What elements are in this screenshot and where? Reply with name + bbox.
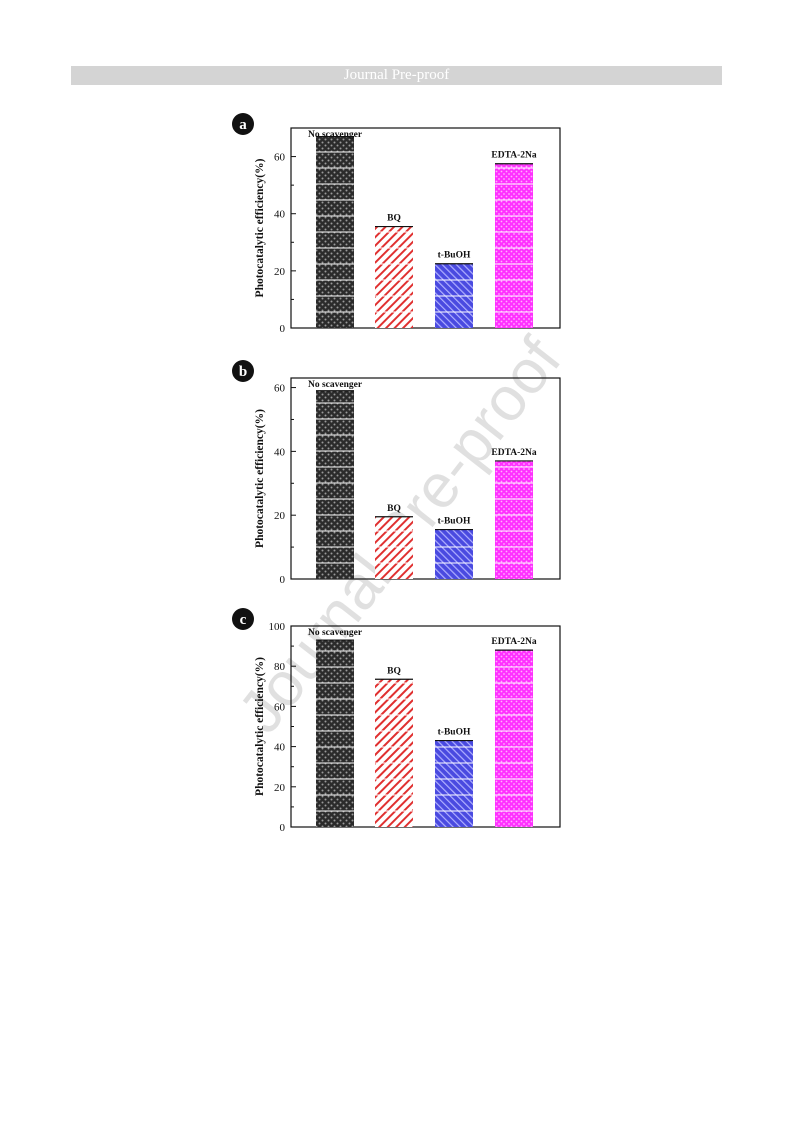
journal-header-text: Journal Pre-proof xyxy=(343,67,450,83)
bar-category-label: No scavenger xyxy=(308,130,363,140)
bar-no-scavenger xyxy=(316,390,354,579)
y-tick-label: 60 xyxy=(274,383,286,395)
plot-frame xyxy=(290,127,561,329)
bar-bq xyxy=(375,516,413,579)
bar-category-label: BQ xyxy=(387,214,401,224)
y-tick-label: 0 xyxy=(280,323,286,335)
bar-category-label: EDTA-2Na xyxy=(491,637,536,647)
y-tick-label: 80 xyxy=(274,661,286,673)
bar-category-label: EDTA-2Na xyxy=(491,448,536,458)
y-tick-label: 0 xyxy=(280,822,286,834)
y-tick-label: 20 xyxy=(274,782,286,794)
bar-edta-2na xyxy=(495,460,533,579)
bar-bq xyxy=(375,679,413,827)
y-tick-label: 60 xyxy=(274,701,286,713)
y-tick-label: 60 xyxy=(274,152,286,164)
y-axis-label: Photocatalytic efficiency(%) xyxy=(254,657,266,796)
bar-no-scavenger xyxy=(316,640,354,827)
bar-category-label: No scavenger xyxy=(308,628,363,638)
y-axis-label: Photocatalytic efficiency(%) xyxy=(254,158,266,297)
y-tick-label: 0 xyxy=(280,574,286,586)
y-tick-label: 40 xyxy=(274,742,286,754)
panel-label: a xyxy=(239,117,247,133)
y-axis-label: Photocatalytic efficiency(%) xyxy=(254,409,266,548)
journal-header-bar: Journal Pre-proof xyxy=(71,66,722,85)
panel-label-circle xyxy=(232,360,254,382)
bar-category-label: EDTA-2Na xyxy=(491,151,536,161)
bar-edta-2na xyxy=(495,163,533,328)
bar-category-label: t-BuOH xyxy=(438,251,471,261)
y-tick-label: 100 xyxy=(269,621,286,633)
y-tick-label: 20 xyxy=(274,510,286,522)
bar-category-label: No scavenger xyxy=(308,380,363,390)
bar-t-buoh xyxy=(435,740,473,827)
chart-panel-a: a 0 20 40 60 Photocatalytic efficiency(%) No s… xyxy=(232,113,561,335)
bar-category-label: t-BuOH xyxy=(438,728,471,738)
panel-label: b xyxy=(239,364,247,380)
y-tick-label: 40 xyxy=(274,446,286,458)
panel-label-circle xyxy=(232,113,254,135)
chart-panel-b: b 0 20 40 60 Photocatalytic efficiency(%) No s… xyxy=(232,360,561,586)
y-tick-label: 40 xyxy=(274,209,286,221)
bar-category-label: BQ xyxy=(387,666,401,676)
bar-edta-2na xyxy=(495,650,533,827)
bar-category-label: t-BuOH xyxy=(438,517,471,527)
bar-category-label: BQ xyxy=(387,504,401,514)
plot-frame xyxy=(290,377,561,580)
bar-bq xyxy=(375,226,413,328)
panel-label: c xyxy=(240,612,247,628)
chart-panel-c: c 0 20 40 60 80 100 Photocatalytic efficiency(%… xyxy=(232,608,561,834)
bar-t-buoh xyxy=(435,529,473,579)
y-tick-label: 20 xyxy=(274,266,286,278)
panel-label-circle xyxy=(232,608,254,630)
